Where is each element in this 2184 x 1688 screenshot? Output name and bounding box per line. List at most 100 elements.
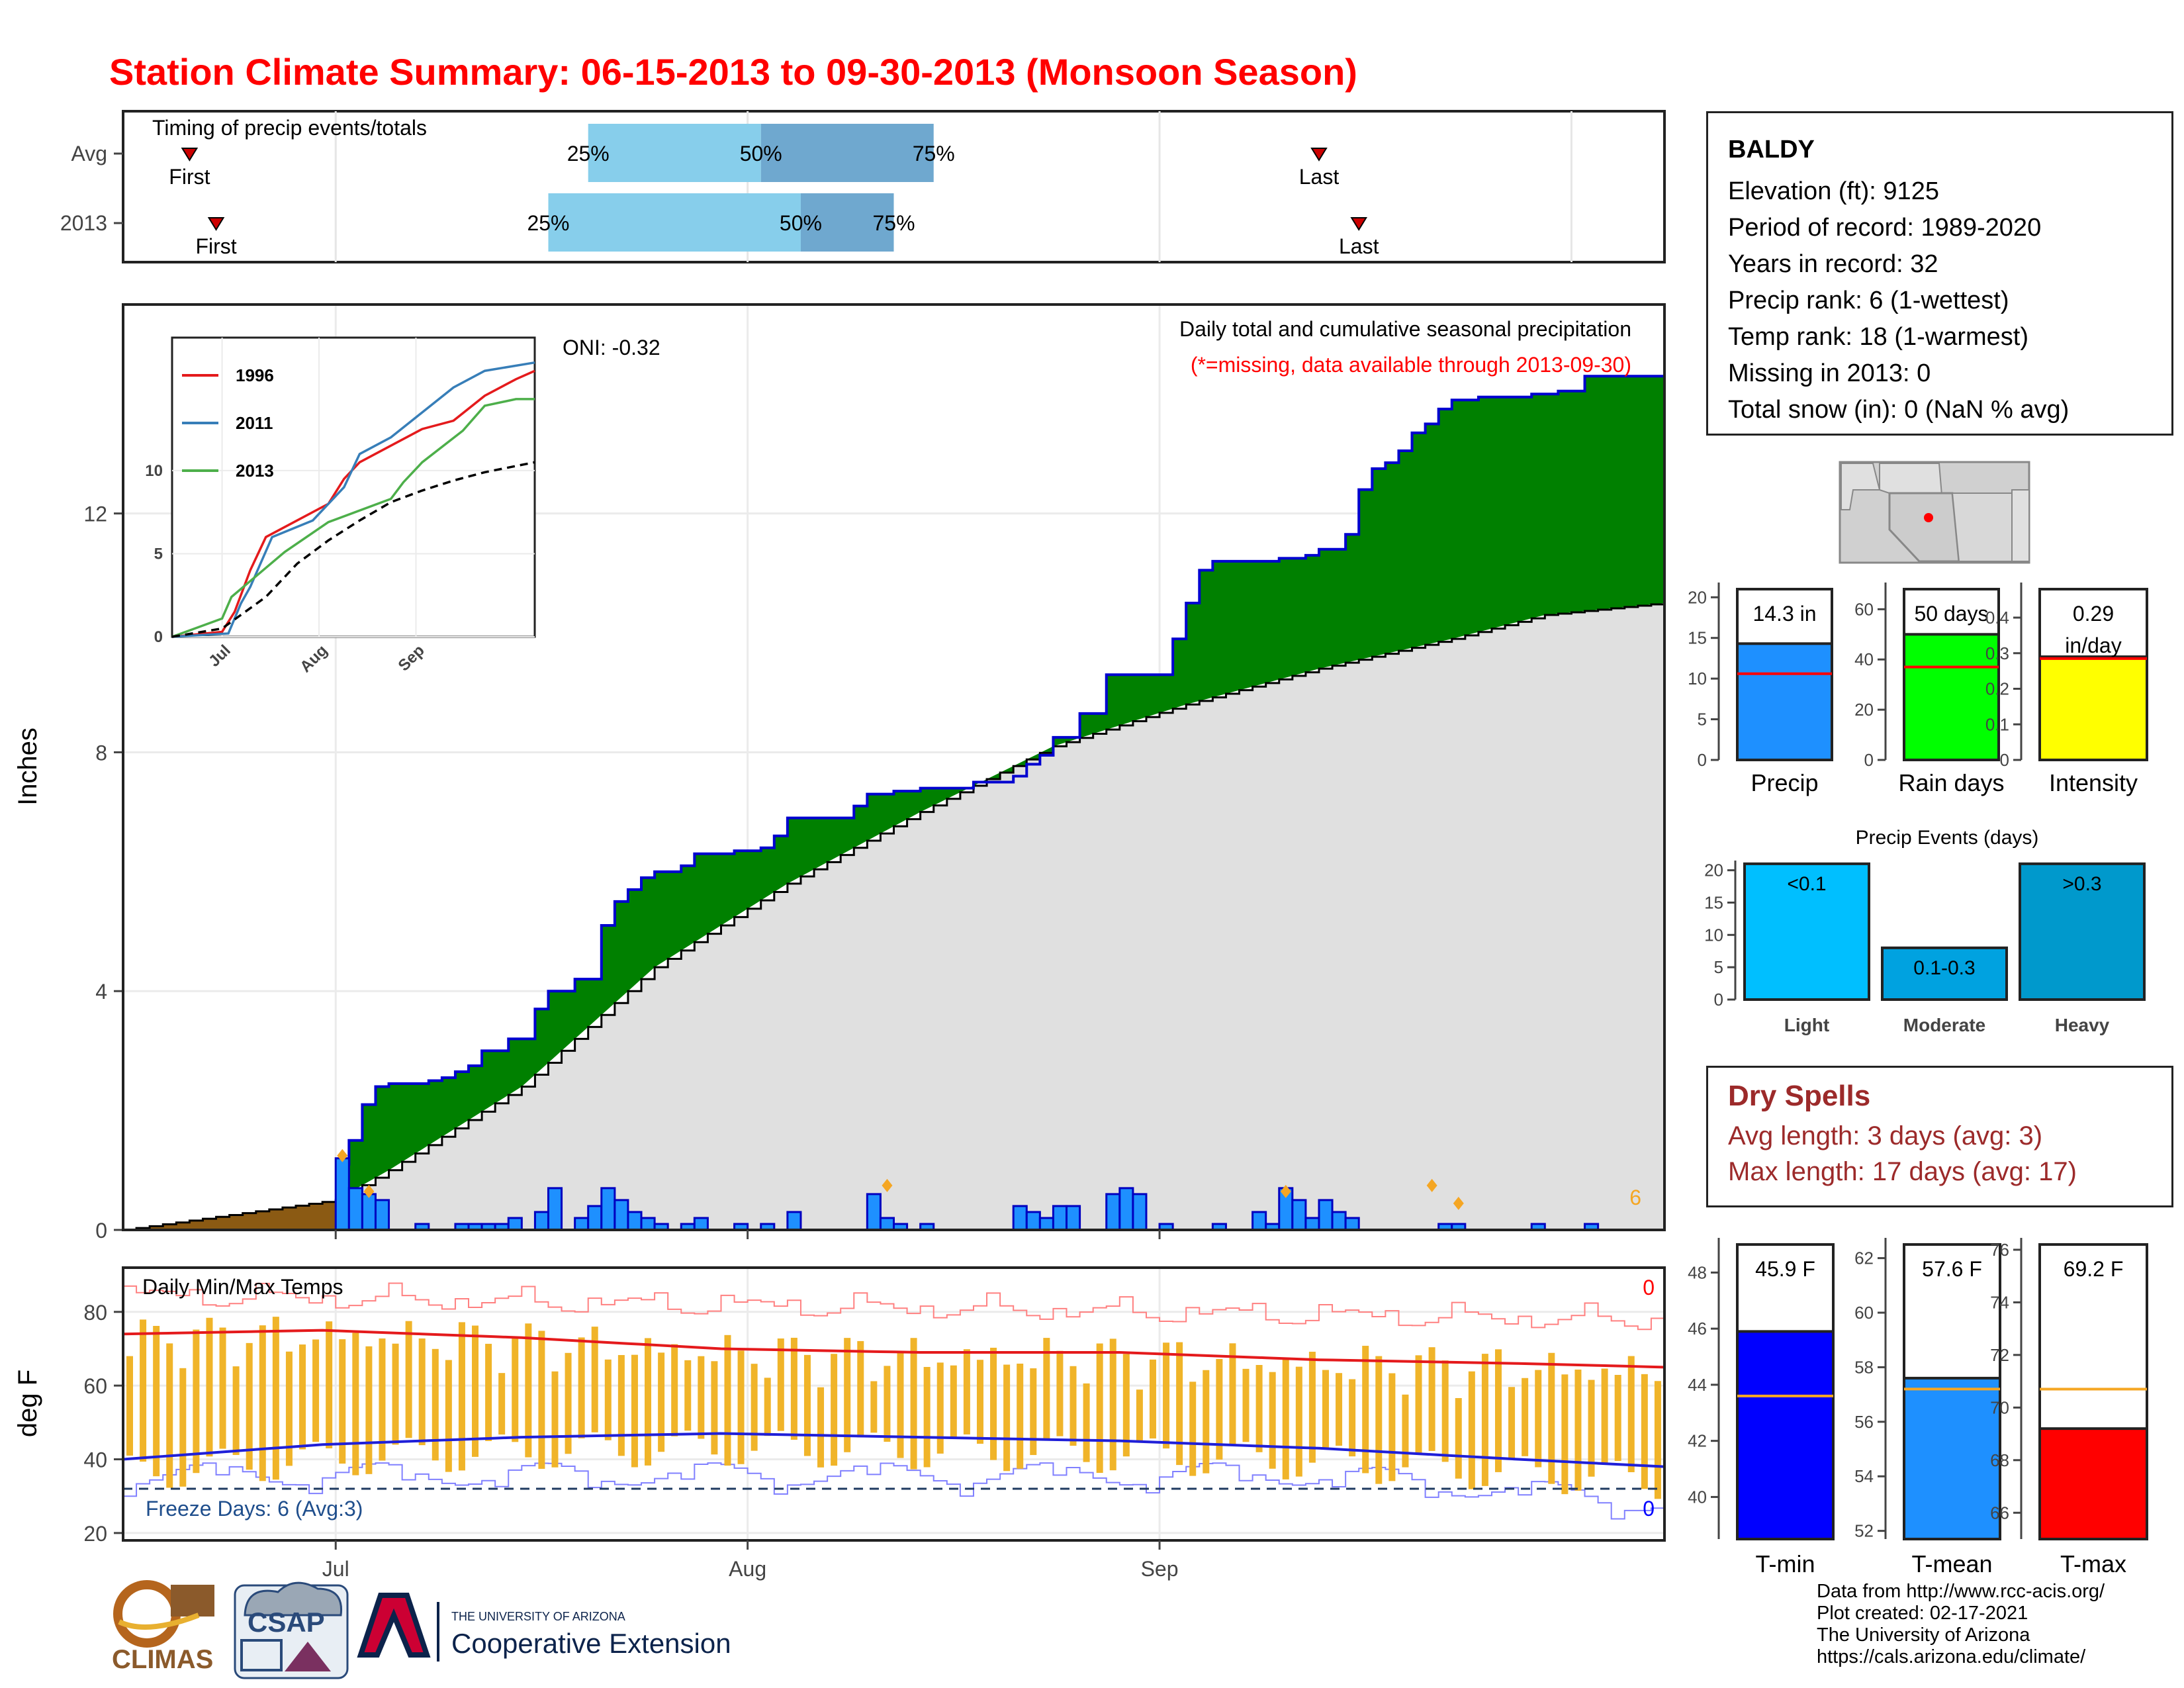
- daily-temp-bar: [1441, 1360, 1449, 1462]
- inset-line-2013: [171, 398, 535, 638]
- summary-value-bar: [2038, 655, 2148, 761]
- daily-temp-bar: [1561, 1374, 1569, 1495]
- precip-event-bar: [1743, 862, 1870, 1001]
- summary-value-label: 45.9 F: [1755, 1257, 1815, 1281]
- daily-temp-bar: [445, 1360, 452, 1472]
- inset-line-2011: [171, 361, 535, 638]
- daily-temp-bar: [645, 1338, 652, 1466]
- summary-panel-label: T-min: [1756, 1550, 1815, 1577]
- daily-temp-bar: [737, 1350, 745, 1464]
- daily-temp-bar: [1096, 1343, 1103, 1474]
- timing-p25-label: 25%: [567, 142, 610, 165]
- credits-line: https://cals.arizona.edu/climate/: [1817, 1646, 2086, 1667]
- inset-line-1996: [171, 369, 535, 638]
- daily-temp-bar: [458, 1322, 465, 1471]
- summary-value-label-unit: in/day: [2065, 633, 2121, 657]
- station-years: Years in record: 32: [1728, 250, 1938, 278]
- daily-temp-bar: [392, 1343, 399, 1445]
- daily-temp-bar: [1455, 1398, 1462, 1479]
- precip-note: (*=missing, data available through 2013-…: [1191, 353, 1631, 377]
- timing-last-marker: [1310, 148, 1328, 162]
- summary-y-tick-label: 68: [1990, 1450, 2009, 1470]
- daily-temp-bar: [936, 1362, 944, 1454]
- inset-y-tick-label: 0: [154, 628, 163, 646]
- temps-y-tick-label: 80: [83, 1301, 107, 1325]
- avg-max-line: [122, 1329, 1665, 1369]
- heavy-day-marker: [1426, 1178, 1437, 1192]
- daily-temp-bar: [831, 1354, 838, 1466]
- credits-line: Data from http://www.rcc-acis.org/: [1817, 1581, 2105, 1602]
- precip-event-range-label: 0.1-0.3: [1913, 957, 1975, 979]
- daily-precip-bar: [600, 1187, 616, 1231]
- station-info-box: BALDY Elevation (ft): 9125 Period of rec…: [1706, 111, 2173, 436]
- daily-precip-bar: [879, 1217, 895, 1231]
- daily-temp-bar: [1003, 1364, 1011, 1472]
- summary-y-tick-label: 10: [1688, 669, 1707, 688]
- station-precip-rank: Precip rank: 6 (1-wettest): [1728, 287, 2009, 314]
- daily-precip-bar: [1251, 1211, 1267, 1231]
- daily-temp-bar: [1295, 1366, 1302, 1477]
- precip-event-category-label: Moderate: [1903, 1015, 1985, 1035]
- summary-value-label: 50 days: [1914, 602, 1988, 626]
- daily-temp-bar: [631, 1354, 638, 1468]
- daily-temp-bar: [1163, 1342, 1170, 1449]
- logos: CLIMAS CSAP THE UNIVERSITY OF ARIZONA Co…: [112, 1580, 731, 1679]
- temps-frame-border: [122, 1266, 1666, 1542]
- precip-event-range-label: >0.3: [2062, 873, 2101, 895]
- station-snow: Total snow (in): 0 (NaN % avg): [1728, 396, 2070, 424]
- summary-value-bar: [2038, 1427, 2148, 1540]
- dry-spells-box: Dry Spells Avg length: 3 days (avg: 3) M…: [1706, 1066, 2173, 1207]
- daily-temp-bar: [870, 1381, 878, 1433]
- precip-subtitle: Daily total and cumulative seasonal prec…: [1179, 317, 1631, 341]
- record-high-count: 0: [1643, 1276, 1655, 1299]
- inset-y-tick-label: 10: [145, 462, 163, 480]
- summary-y-tick-label: 72: [1990, 1345, 2009, 1365]
- summary-panel-label: Intensity: [2049, 769, 2138, 796]
- daily-precip-bar: [693, 1217, 709, 1231]
- daily-temp-bar: [405, 1321, 412, 1438]
- summary-y-tick-label: 58: [1854, 1357, 1874, 1377]
- daily-temp-bar: [1336, 1373, 1343, 1446]
- inset-line-avg: [171, 461, 535, 638]
- daily-temp-bar: [990, 1347, 997, 1460]
- map-state-tx: [2011, 489, 2030, 562]
- precip-event-range-label: <0.1: [1787, 873, 1826, 895]
- daily-temp-bar: [711, 1361, 718, 1455]
- daily-temp-bar: [525, 1323, 532, 1458]
- temps-y-tick-label: 60: [83, 1374, 107, 1398]
- summary-y-tick-label: 0.2: [1985, 679, 2009, 699]
- daily-temp-bar: [472, 1325, 479, 1457]
- station-location-dot: [1924, 513, 1933, 522]
- svg-text:CSAP: CSAP: [248, 1607, 325, 1638]
- average-cumulative-line: [123, 602, 1666, 1231]
- daily-temp-bar: [352, 1333, 359, 1476]
- summary-value-label: 14.3 in: [1752, 602, 1816, 626]
- daily-temp-bar: [1641, 1374, 1648, 1489]
- summary-panel-label: T-mean: [1911, 1550, 1992, 1577]
- timing-last-marker: [1350, 217, 1368, 231]
- daily-precip-bar: [614, 1199, 629, 1231]
- daily-temp-bar: [1522, 1378, 1529, 1456]
- daily-temp-bar: [232, 1366, 240, 1455]
- summary-y-tick-label: 52: [1854, 1521, 1874, 1541]
- svg-text:THE UNIVERSITY OF ARIZONA: THE UNIVERSITY OF ARIZONA: [451, 1610, 625, 1623]
- daily-temp-bar: [1189, 1382, 1197, 1476]
- daily-temp-bar: [684, 1360, 692, 1431]
- summary-y-tick-label: 0.4: [1985, 608, 2009, 628]
- missing-count: 6: [1629, 1186, 1641, 1209]
- x-tick-label: Aug: [729, 1557, 766, 1581]
- daily-temp-bar: [1614, 1374, 1621, 1462]
- events-y-tick-label: 15: [1704, 892, 1723, 912]
- precip-frame: [122, 303, 1666, 1231]
- svg-text:Cooperative Extension: Cooperative Extension: [451, 1628, 731, 1659]
- daily-temp-bar: [1428, 1347, 1435, 1451]
- inset-legend-label: 2013: [236, 461, 274, 481]
- daily-temp-bar: [910, 1338, 917, 1470]
- record-min-line: [123, 1462, 1665, 1520]
- climas-logo: CLIMAS: [112, 1580, 214, 1674]
- daily-temp-bar: [432, 1348, 439, 1461]
- station-temp-rank: Temp rank: 18 (1-warmest): [1728, 323, 2029, 351]
- summary-value-bar: [1903, 1376, 2001, 1541]
